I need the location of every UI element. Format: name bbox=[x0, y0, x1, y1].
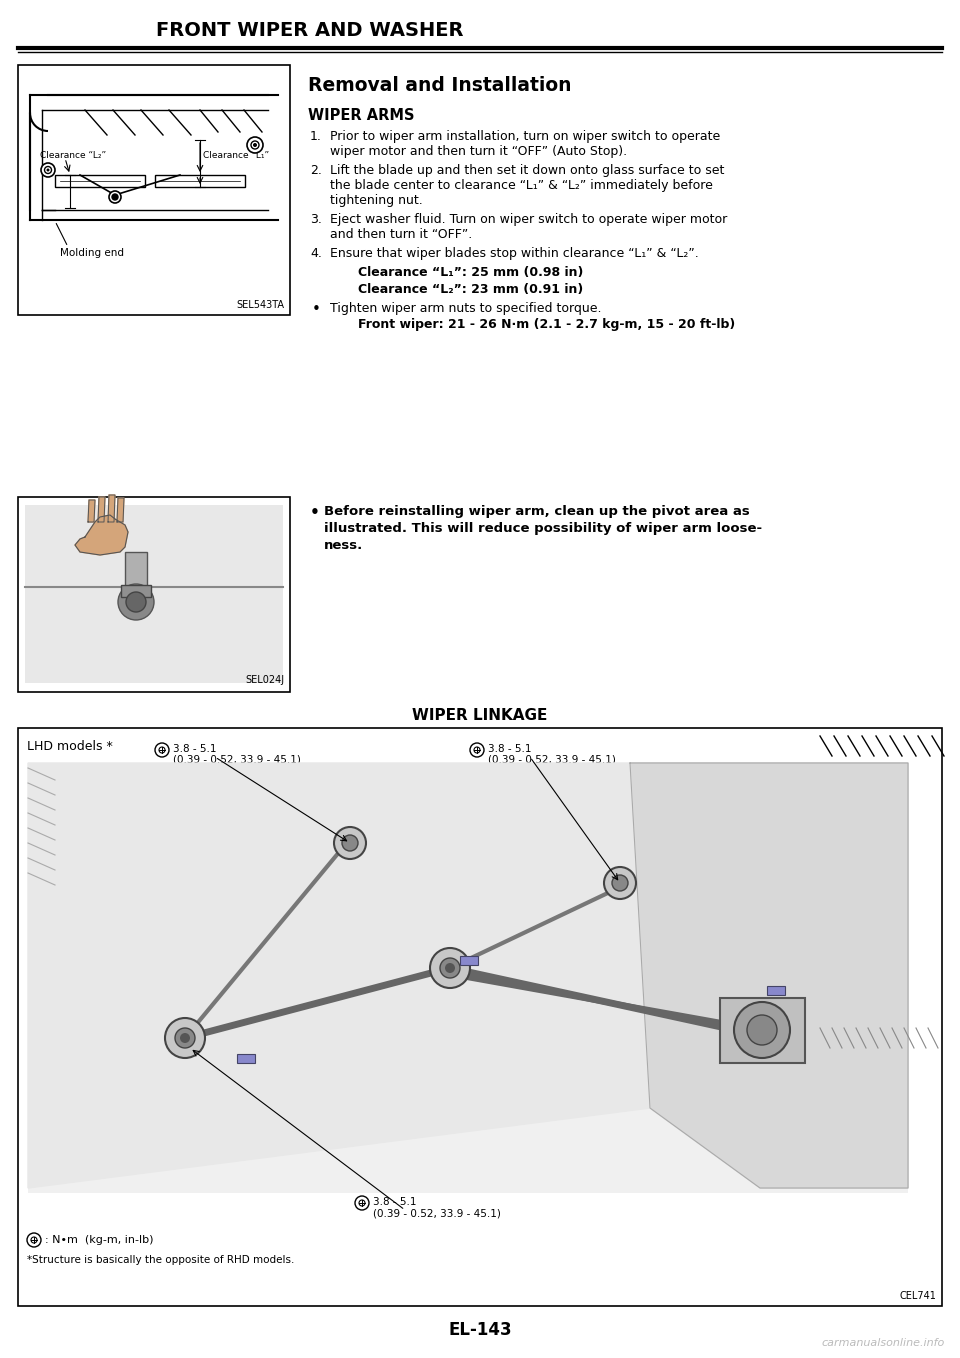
Bar bbox=[28, 763, 908, 1192]
Circle shape bbox=[112, 194, 118, 200]
Text: and then turn it “OFF”.: and then turn it “OFF”. bbox=[330, 228, 472, 240]
Bar bbox=[155, 175, 245, 187]
Circle shape bbox=[470, 743, 484, 756]
Text: 3.8 - 5.1: 3.8 - 5.1 bbox=[173, 744, 217, 754]
Circle shape bbox=[359, 1200, 365, 1206]
Circle shape bbox=[118, 584, 154, 621]
Circle shape bbox=[175, 1028, 195, 1048]
Bar bbox=[125, 551, 147, 589]
Circle shape bbox=[342, 835, 358, 851]
Circle shape bbox=[612, 875, 628, 891]
Polygon shape bbox=[108, 496, 115, 521]
Circle shape bbox=[155, 743, 169, 756]
Text: FRONT WIPER AND WASHER: FRONT WIPER AND WASHER bbox=[156, 20, 464, 39]
Polygon shape bbox=[75, 515, 128, 555]
Text: Clearance “L₂”: Clearance “L₂” bbox=[40, 151, 107, 159]
Polygon shape bbox=[630, 763, 908, 1188]
Text: 2.: 2. bbox=[310, 164, 322, 177]
Circle shape bbox=[31, 1237, 37, 1243]
Bar bbox=[18, 728, 942, 1306]
Text: CEL741: CEL741 bbox=[900, 1291, 936, 1301]
Text: carmanualsonline.info: carmanualsonline.info bbox=[822, 1338, 945, 1348]
Polygon shape bbox=[28, 763, 650, 1188]
Circle shape bbox=[604, 866, 636, 899]
Text: Clearance “L₁”: Clearance “L₁” bbox=[203, 151, 269, 159]
Circle shape bbox=[44, 167, 52, 174]
Circle shape bbox=[46, 168, 50, 171]
Text: •: • bbox=[312, 301, 321, 316]
Circle shape bbox=[445, 963, 455, 972]
Text: Front wiper: 21 - 26 N·m (2.1 - 2.7 kg-m, 15 - 20 ft-lb): Front wiper: 21 - 26 N·m (2.1 - 2.7 kg-m… bbox=[358, 318, 735, 331]
Polygon shape bbox=[98, 497, 105, 521]
Text: Eject washer fluid. Turn on wiper switch to operate wiper motor: Eject washer fluid. Turn on wiper switch… bbox=[330, 213, 728, 225]
Bar bbox=[121, 585, 151, 598]
Circle shape bbox=[247, 137, 263, 153]
Text: illustrated. This will reduce possibility of wiper arm loose-: illustrated. This will reduce possibilit… bbox=[324, 521, 762, 535]
Text: 1.: 1. bbox=[310, 130, 322, 143]
Text: (0.39 - 0.52, 33.9 - 45.1): (0.39 - 0.52, 33.9 - 45.1) bbox=[173, 755, 300, 765]
Text: (0.39 - 0.52, 33.9 - 45.1): (0.39 - 0.52, 33.9 - 45.1) bbox=[373, 1209, 501, 1218]
Circle shape bbox=[41, 163, 55, 177]
Circle shape bbox=[165, 1018, 205, 1058]
Text: Lift the blade up and then set it down onto glass surface to set: Lift the blade up and then set it down o… bbox=[330, 164, 725, 177]
Circle shape bbox=[159, 747, 165, 752]
Text: : N•m  (kg-m, in-lb): : N•m (kg-m, in-lb) bbox=[45, 1234, 154, 1245]
Polygon shape bbox=[88, 500, 95, 521]
Circle shape bbox=[27, 1233, 41, 1247]
Circle shape bbox=[126, 592, 146, 612]
Circle shape bbox=[440, 957, 460, 978]
Circle shape bbox=[334, 827, 366, 860]
Circle shape bbox=[355, 1196, 369, 1210]
Text: Clearance “L₁”: 25 mm (0.98 in): Clearance “L₁”: 25 mm (0.98 in) bbox=[358, 266, 584, 278]
Text: 3.8 - 5.1: 3.8 - 5.1 bbox=[373, 1196, 417, 1207]
Text: (0.39 - 0.52, 33.9 - 45.1): (0.39 - 0.52, 33.9 - 45.1) bbox=[488, 755, 616, 765]
Bar bbox=[25, 505, 283, 683]
Text: the blade center to clearance “L₁” & “L₂” immediately before: the blade center to clearance “L₁” & “L₂… bbox=[330, 179, 713, 191]
Text: wiper motor and then turn it “OFF” (Auto Stop).: wiper motor and then turn it “OFF” (Auto… bbox=[330, 145, 627, 158]
Bar bbox=[55, 175, 145, 187]
Bar bbox=[237, 1054, 255, 1063]
Text: WIPER ARMS: WIPER ARMS bbox=[308, 109, 415, 124]
Bar bbox=[18, 65, 290, 315]
Text: tightening nut.: tightening nut. bbox=[330, 194, 422, 206]
Circle shape bbox=[430, 948, 470, 989]
Circle shape bbox=[747, 1014, 777, 1046]
Bar bbox=[767, 986, 785, 995]
Text: 3.: 3. bbox=[310, 213, 322, 225]
Circle shape bbox=[180, 1033, 190, 1043]
Text: Before reinstalling wiper arm, clean up the pivot area as: Before reinstalling wiper arm, clean up … bbox=[324, 505, 750, 517]
Circle shape bbox=[109, 191, 121, 202]
Circle shape bbox=[734, 1002, 790, 1058]
Text: EL-143: EL-143 bbox=[448, 1321, 512, 1339]
Text: Molding end: Molding end bbox=[60, 249, 124, 258]
Text: SEL024J: SEL024J bbox=[245, 675, 284, 684]
Text: Clearance “L₂”: 23 mm (0.91 in): Clearance “L₂”: 23 mm (0.91 in) bbox=[358, 282, 584, 296]
Bar bbox=[460, 956, 478, 966]
Text: 3.8 - 5.1: 3.8 - 5.1 bbox=[488, 744, 532, 754]
Text: 4.: 4. bbox=[310, 247, 322, 259]
Bar bbox=[18, 497, 290, 693]
Circle shape bbox=[251, 141, 259, 149]
Text: Tighten wiper arm nuts to specified torque.: Tighten wiper arm nuts to specified torq… bbox=[330, 301, 602, 315]
Text: SEL543TA: SEL543TA bbox=[236, 300, 284, 310]
Bar bbox=[720, 998, 805, 1063]
Circle shape bbox=[253, 143, 257, 147]
Text: Removal and Installation: Removal and Installation bbox=[308, 76, 571, 95]
Text: •: • bbox=[310, 505, 320, 520]
Text: *Structure is basically the opposite of RHD models.: *Structure is basically the opposite of … bbox=[27, 1255, 295, 1266]
Polygon shape bbox=[117, 498, 124, 521]
Text: Ensure that wiper blades stop within clearance “L₁” & “L₂”.: Ensure that wiper blades stop within cle… bbox=[330, 247, 699, 259]
Text: ness.: ness. bbox=[324, 539, 363, 551]
Text: WIPER LINKAGE: WIPER LINKAGE bbox=[412, 708, 548, 722]
Text: LHD models *: LHD models * bbox=[27, 740, 112, 752]
Text: Prior to wiper arm installation, turn on wiper switch to operate: Prior to wiper arm installation, turn on… bbox=[330, 130, 720, 143]
Circle shape bbox=[474, 747, 480, 752]
